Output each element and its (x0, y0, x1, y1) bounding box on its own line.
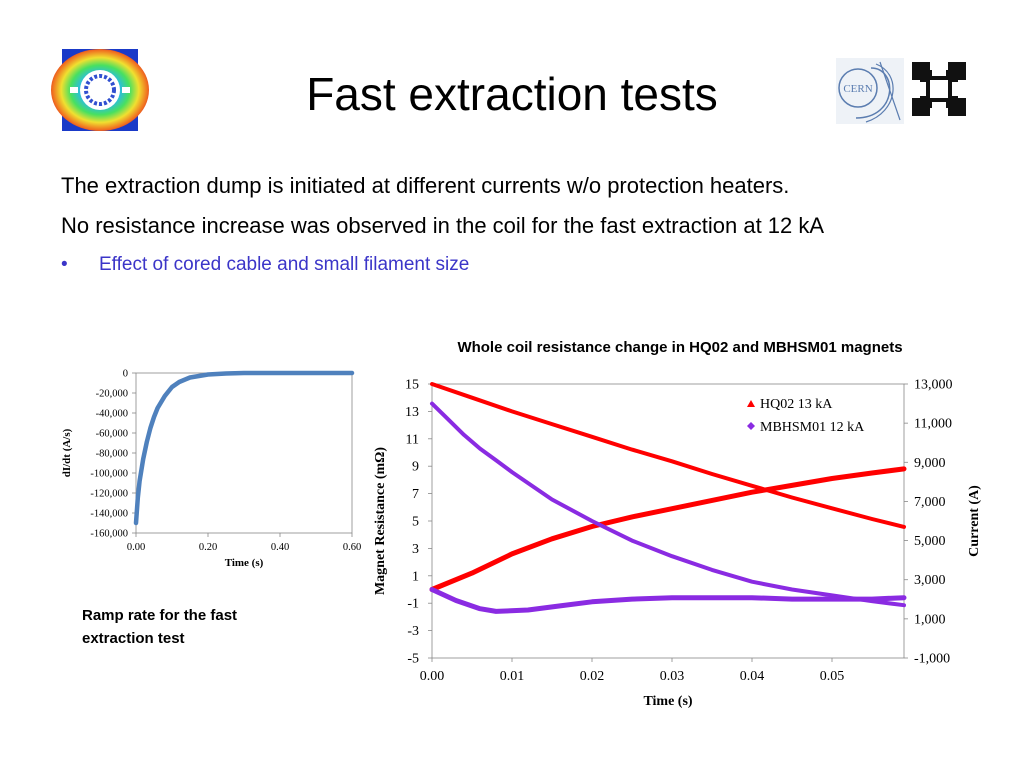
x-tick-label: 0.20 (199, 542, 217, 553)
resistance-chart-title: Whole coil resistance change in HQ02 and… (457, 339, 903, 356)
y-tick-label: -20,000 (96, 389, 128, 400)
magnet-cross-section-logo (51, 49, 149, 131)
x-axis-label: Time (s) (225, 557, 264, 569)
y2-tick-label: 7,000 (914, 495, 946, 510)
ramp-rate-series (133, 370, 355, 526)
y-tick-label: 1 (412, 569, 419, 584)
y-tick-label: -160,000 (90, 529, 128, 540)
x-tick-label: 0.40 (271, 542, 289, 553)
legend-label-mbhsm01: MBHSM01 12 kA (760, 420, 865, 435)
x-tick-label: 0.00 (127, 542, 145, 553)
x-tick-label: 0.00 (420, 669, 445, 684)
mbhsm01-current-series (430, 401, 906, 608)
legend: HQ02 13 kA MBHSM01 12 kA (747, 397, 865, 435)
y-tick-label: -3 (407, 624, 419, 639)
slide-title: Fast extraction tests (306, 68, 718, 120)
bullet-item: • Effect of cored cable and small filamen… (61, 252, 469, 278)
legend-marker-mbhsm01 (747, 422, 755, 430)
cern-logo: CERN (836, 58, 904, 124)
hq02-resistance-series (429, 466, 907, 592)
y2-tick-label: 13,000 (914, 378, 953, 393)
hq02-current-series (430, 382, 906, 529)
bullet-text: Effect of cored cable and small filament… (99, 254, 470, 275)
y-tick-label: 0 (123, 369, 128, 380)
y-tick-label: -5 (407, 652, 419, 667)
legend-marker-hq02 (747, 400, 755, 407)
y-tick-label: 3 (412, 542, 419, 557)
y2-tick-label: 11,000 (914, 417, 952, 432)
y-tick-label: -1 (407, 597, 419, 612)
mbhsm01-resistance-series (429, 587, 907, 614)
y-tick-label: 5 (412, 515, 419, 530)
y-axis-label: dI/dt (A/s) (61, 428, 73, 477)
y-tick-label: -60,000 (96, 429, 128, 440)
x-tick-label: 0.02 (580, 669, 605, 684)
y-tick-label: 15 (405, 378, 419, 393)
fermilab-logo (912, 62, 966, 116)
x-axis-label: Time (s) (643, 694, 692, 709)
y-tick-label: -140,000 (90, 509, 128, 520)
y2-axis-label: Current (A) (967, 485, 982, 557)
x-tick-label: 0.03 (660, 669, 685, 684)
y-axis-label: Magnet Resistance (mΩ) (373, 447, 388, 595)
y-tick-label: 9 (412, 460, 419, 475)
plot-area (135, 372, 353, 534)
y-tick-label: -80,000 (96, 449, 128, 460)
x-tick-label: 0.05 (820, 669, 845, 684)
y-tick-label: -120,000 (90, 489, 128, 500)
y2-tick-label: -1,000 (914, 652, 950, 667)
x-tick-label: 0.04 (740, 669, 765, 684)
y-tick-label: 7 (412, 487, 419, 502)
y2-tick-label: 3,000 (914, 573, 946, 588)
cern-logo-text: CERN (843, 83, 872, 95)
x-tick-label: 0.60 (343, 542, 361, 553)
legend-label-hq02: HQ02 13 kA (760, 397, 833, 412)
paragraph-no-resistance: No resistance increase was observed in t… (61, 213, 825, 238)
y-tick-label: 13 (405, 405, 419, 420)
paragraph-extraction-dump: The extraction dump is initiated at diff… (61, 173, 790, 198)
y-tick-label: -40,000 (96, 409, 128, 420)
y-tick-label: -100,000 (90, 469, 128, 480)
resistance-change-chart: Magnet Resistance (mΩ) Current (A) Time … (373, 378, 982, 710)
y2-tick-label: 9,000 (914, 456, 946, 471)
x-tick-label: 0.01 (500, 669, 525, 684)
y2-tick-label: 5,000 (914, 534, 946, 549)
ramp-rate-chart: dI/dt (A/s) Time (s) 0 -20,000 -40,000 -60,… (61, 369, 361, 570)
ramp-rate-caption: Ramp rate for the fast extraction test (82, 607, 238, 647)
bullet-marker: • (61, 254, 68, 275)
y-tick-label: 11 (406, 432, 419, 447)
y2-tick-label: 1,000 (914, 612, 946, 627)
